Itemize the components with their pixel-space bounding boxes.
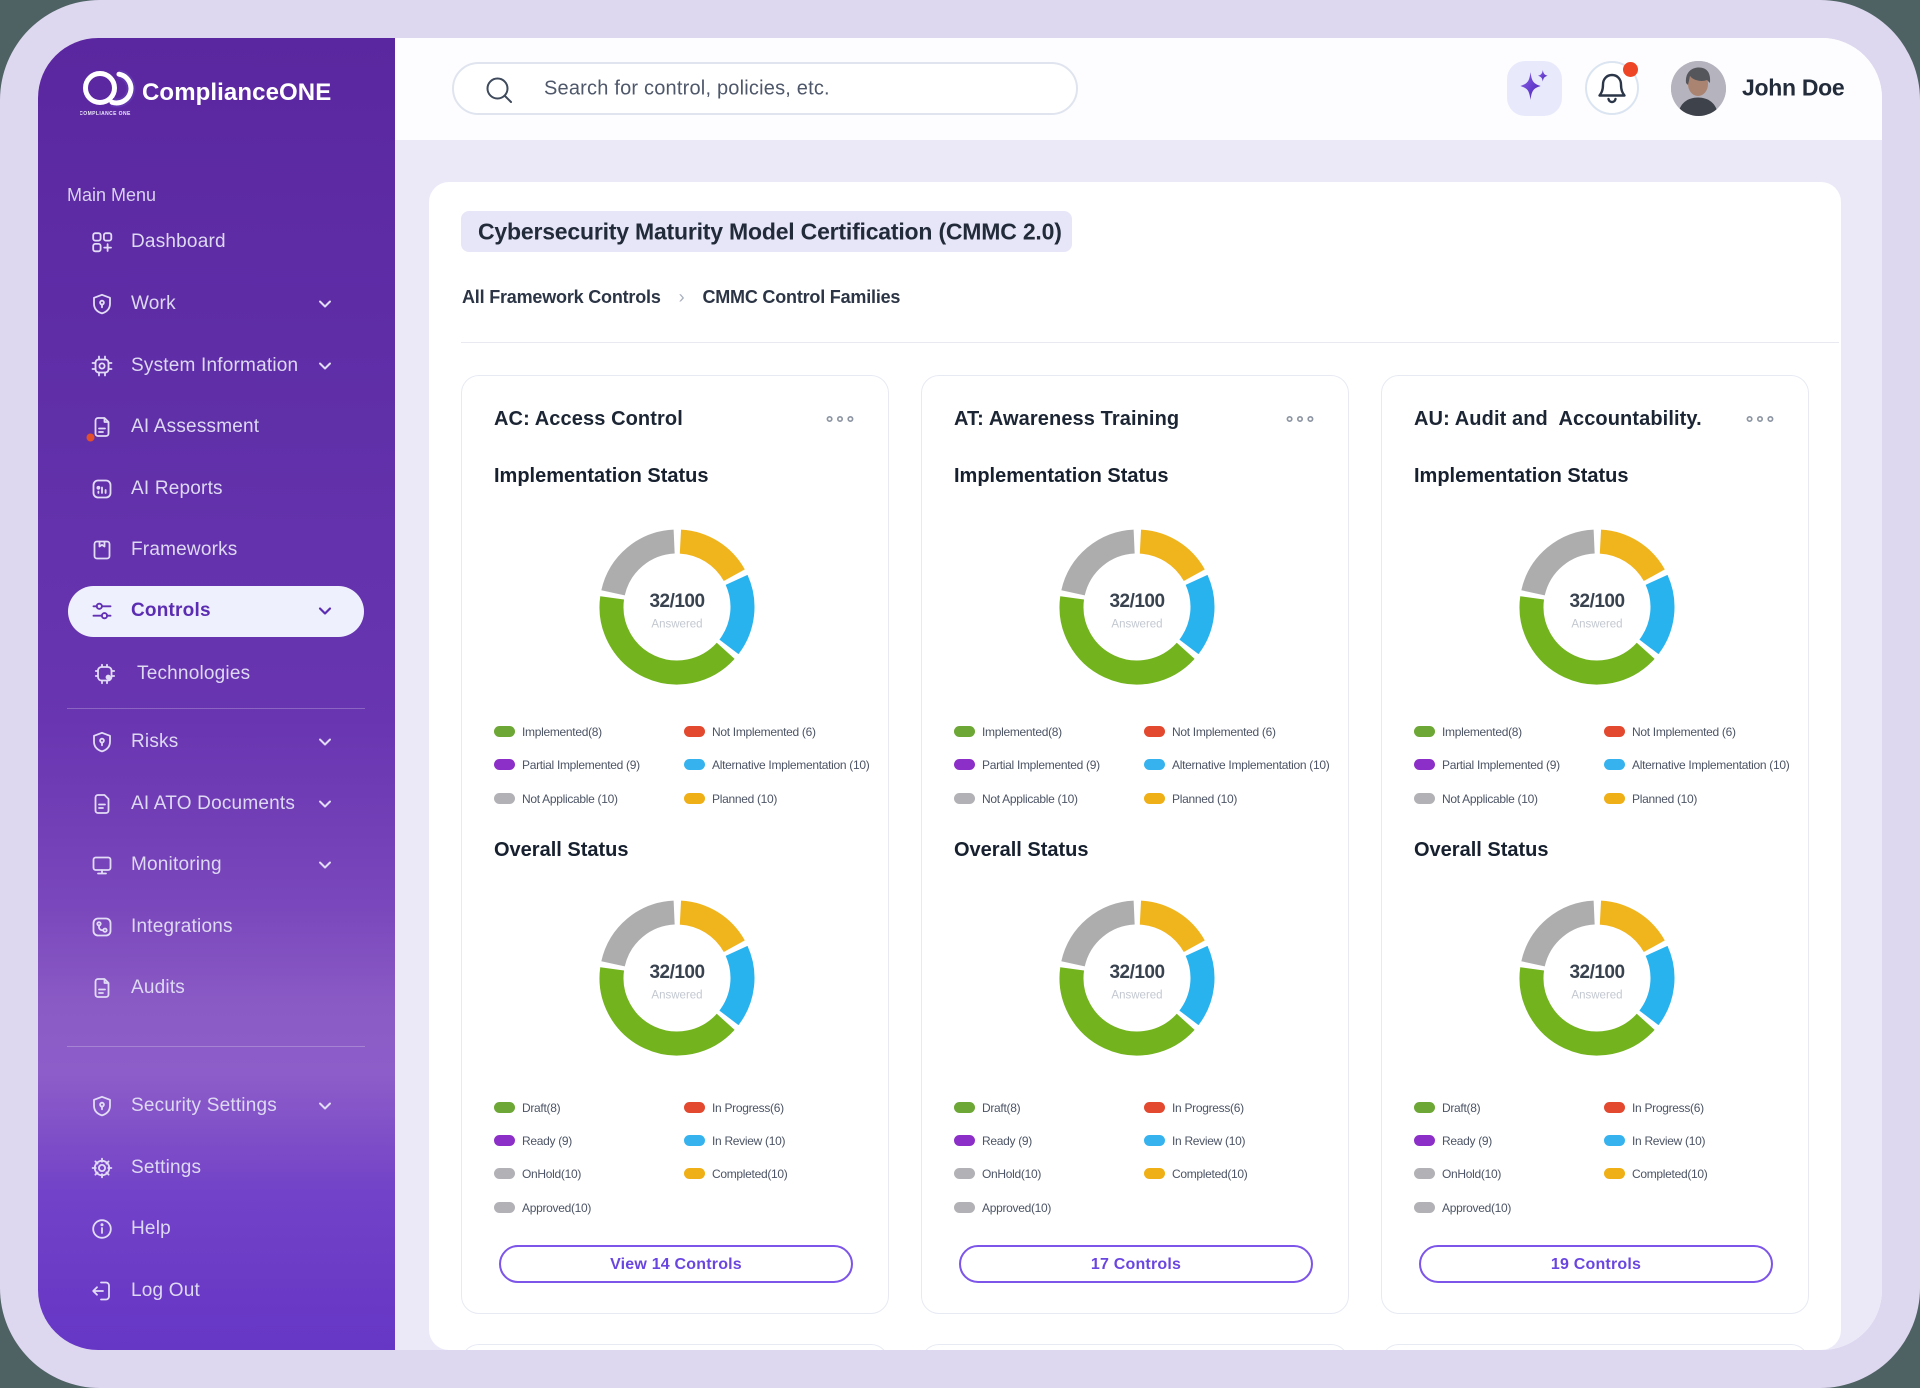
svg-text:COMPLIANCE ONE: COMPLIANCE ONE	[80, 111, 131, 117]
svg-text:32/100: 32/100	[1109, 962, 1164, 983]
svg-text:32/100: 32/100	[1569, 962, 1624, 983]
svg-text:Answered: Answered	[651, 619, 702, 631]
svg-text:Answered: Answered	[651, 990, 702, 1002]
svg-text:32/100: 32/100	[1109, 591, 1164, 612]
svg-text:32/100: 32/100	[649, 591, 704, 612]
svg-text:Answered: Answered	[1571, 619, 1622, 631]
svg-text:32/100: 32/100	[1569, 591, 1624, 612]
svg-text:Answered: Answered	[1571, 990, 1622, 1002]
svg-text:32/100: 32/100	[649, 962, 704, 983]
svg-text:Answered: Answered	[1111, 619, 1162, 631]
svg-text:Answered: Answered	[1111, 990, 1162, 1002]
